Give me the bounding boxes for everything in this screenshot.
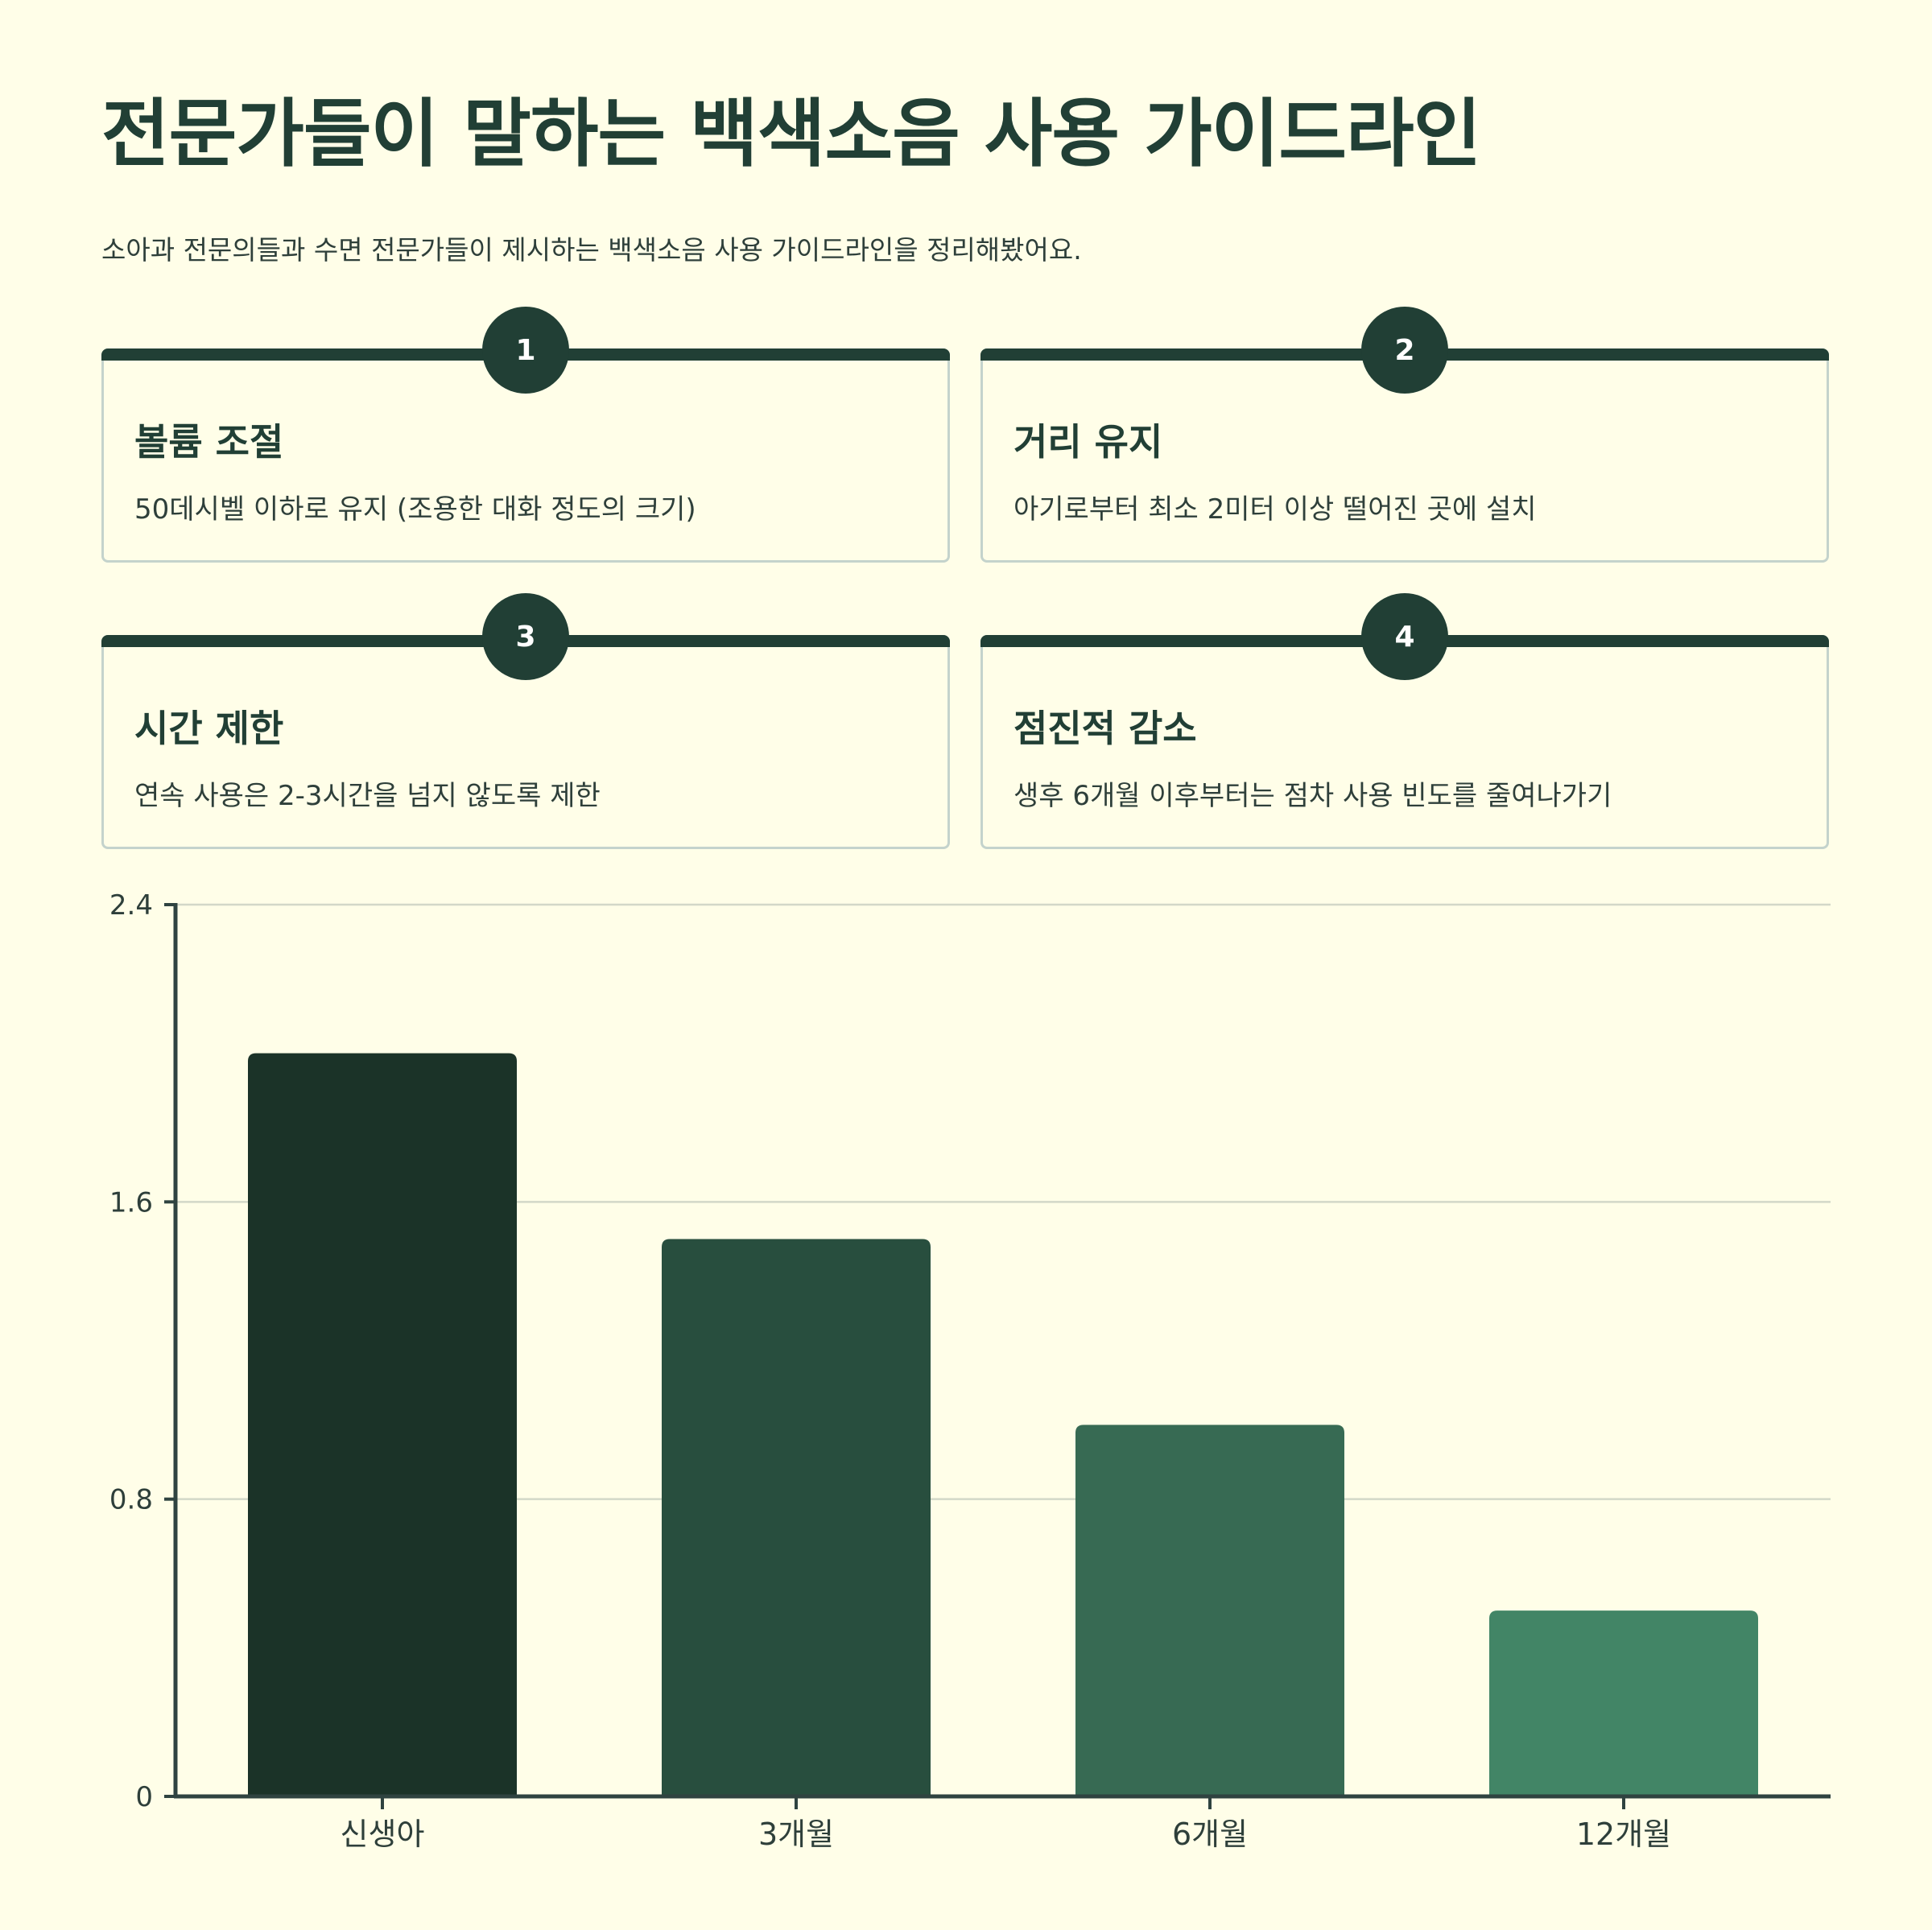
- guideline-description: 생후 6개월 이후부터는 점차 사용 빈도를 줄여나가기: [1013, 780, 1612, 812]
- x-tick-label: 신생아: [341, 1817, 425, 1852]
- y-tick-label: 1.6: [109, 1186, 153, 1219]
- bar: [662, 1239, 931, 1796]
- guideline-title: 점진적 감소: [1013, 707, 1197, 750]
- y-tick-label: 0: [135, 1781, 153, 1813]
- page-title: 전문가들이 말하는 백색소음 사용 가이드라인: [101, 91, 1481, 177]
- guideline-title: 거리 유지: [1013, 420, 1163, 464]
- x-tick-label: 6개월: [1172, 1817, 1248, 1852]
- step-number-badge: 4: [1361, 593, 1448, 680]
- guideline-card-gradual-reduction: 4 점진적 감소 생후 6개월 이후부터는 점차 사용 빈도를 줄여나가기: [980, 593, 1829, 849]
- guideline-description: 아기로부터 최소 2미터 이상 떨어진 곳에 설치: [1013, 493, 1537, 526]
- bar: [1075, 1425, 1344, 1796]
- guideline-card-volume: 1 볼륨 조절 50데시벨 이하로 유지 (조용한 대화 정도의 크기): [101, 307, 950, 563]
- guideline-title: 시간 제한: [134, 707, 284, 750]
- y-tick-label: 0.8: [109, 1484, 153, 1516]
- step-number-badge: 2: [1361, 307, 1448, 394]
- step-number-badge: 1: [482, 307, 569, 394]
- guideline-title: 볼륨 조절: [134, 420, 284, 464]
- y-tick-label: 2.4: [109, 889, 153, 922]
- bar: [248, 1053, 517, 1796]
- page-subtitle: 소아과 전문의들과 수면 전문가들이 제시하는 백색소음 사용 가이드라인을 정…: [101, 234, 1082, 266]
- guideline-card-time-limit: 3 시간 제한 연속 사용은 2-3시간을 넘지 않도록 제한: [101, 593, 950, 849]
- x-tick-label: 3개월: [758, 1817, 834, 1852]
- guideline-description: 50데시벨 이하로 유지 (조용한 대화 정도의 크기): [134, 493, 696, 526]
- guideline-description: 연속 사용은 2-3시간을 넘지 않도록 제한: [134, 780, 601, 812]
- bar: [1489, 1610, 1758, 1796]
- x-tick-label: 12개월: [1576, 1817, 1671, 1852]
- guideline-card-distance: 2 거리 유지 아기로부터 최소 2미터 이상 떨어진 곳에 설치: [980, 307, 1829, 563]
- step-number-badge: 3: [482, 593, 569, 680]
